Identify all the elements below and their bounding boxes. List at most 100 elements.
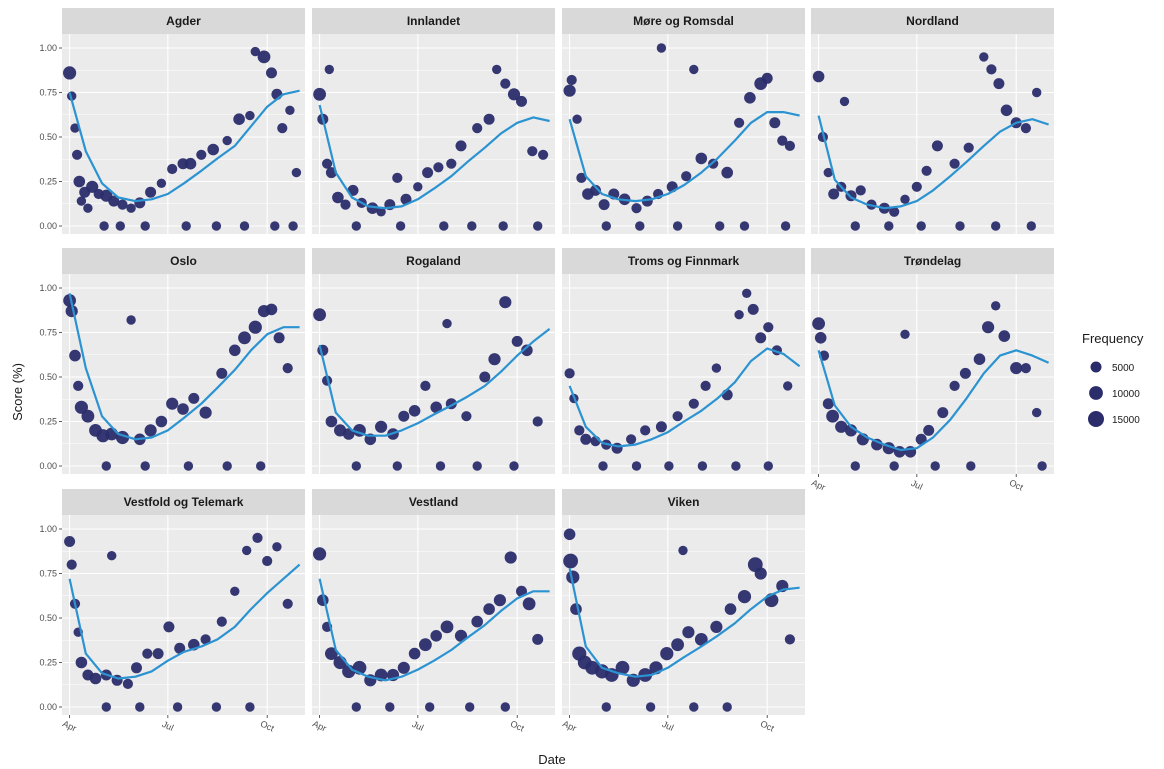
data-point	[655, 421, 667, 433]
data-point	[504, 551, 517, 564]
data-point	[966, 461, 976, 471]
data-point	[442, 318, 452, 329]
data-point	[126, 203, 136, 213]
panel-background	[562, 274, 805, 474]
data-point	[340, 199, 351, 210]
x-tick-label: Jul	[910, 478, 925, 492]
facet-strip	[562, 248, 805, 274]
data-point	[755, 332, 767, 344]
data-point	[107, 551, 117, 561]
data-point	[69, 349, 81, 362]
data-point	[695, 152, 708, 165]
data-point	[216, 367, 228, 379]
y-tick-label: 1.00	[39, 524, 57, 534]
data-point	[563, 553, 578, 569]
data-point	[252, 532, 263, 544]
facet-strip	[312, 489, 555, 515]
data-point	[483, 113, 495, 125]
facet-strip	[562, 8, 805, 34]
data-point	[601, 702, 611, 712]
data-point	[672, 411, 683, 422]
data-point	[325, 647, 338, 660]
facet-strip	[62, 248, 305, 274]
data-point	[982, 321, 995, 334]
facet-title: Agder	[166, 14, 201, 28]
data-point	[598, 199, 610, 211]
data-point	[570, 603, 582, 615]
y-tick-label: 1.00	[39, 43, 57, 53]
facet-strip	[312, 8, 555, 34]
data-point	[430, 401, 443, 414]
data-point	[739, 221, 750, 231]
data-point	[248, 320, 262, 334]
data-point	[74, 400, 88, 414]
facet-title: Vestfold og Telemark	[124, 495, 244, 509]
data-point	[916, 221, 926, 231]
facet-title: Troms og Finnmark	[628, 254, 740, 268]
data-point	[375, 420, 388, 433]
smooth-line	[318, 328, 551, 437]
data-point	[688, 398, 699, 409]
data-point	[697, 461, 708, 471]
data-point	[631, 461, 642, 471]
data-point	[245, 110, 255, 121]
data-point	[923, 424, 935, 436]
data-point	[454, 629, 468, 642]
data-point	[488, 353, 501, 366]
data-point	[313, 87, 326, 101]
panel-background	[312, 274, 555, 474]
data-point	[101, 702, 112, 712]
data-point	[823, 167, 833, 178]
data-point	[64, 536, 76, 547]
data-point	[731, 461, 741, 471]
data-point	[288, 221, 298, 231]
data-point	[420, 380, 431, 391]
data-point	[86, 180, 99, 193]
facet-title: Trøndelag	[904, 254, 961, 268]
data-point	[392, 172, 403, 183]
x-tick-label: Apr	[61, 719, 78, 734]
facet-strip	[811, 248, 1054, 274]
data-point	[99, 221, 109, 231]
data-point	[131, 662, 142, 674]
y-tick-label: 0.25	[39, 658, 57, 668]
data-point	[465, 702, 475, 712]
data-point	[245, 702, 255, 712]
y-tick-label: 0.00	[39, 702, 57, 712]
data-point	[700, 380, 711, 391]
data-point	[635, 221, 645, 231]
data-point	[126, 315, 136, 325]
data-point	[351, 461, 361, 471]
data-point	[435, 461, 446, 471]
data-point	[440, 620, 454, 634]
data-point	[734, 310, 744, 320]
data-point	[324, 64, 334, 75]
data-point	[222, 461, 232, 471]
data-point	[532, 633, 544, 645]
data-point	[839, 96, 850, 107]
data-point	[682, 626, 695, 639]
data-point	[493, 594, 506, 607]
data-point	[522, 597, 536, 611]
data-point	[72, 149, 83, 160]
data-point	[754, 567, 767, 580]
y-tick-label: 0.75	[39, 328, 57, 338]
data-point	[425, 702, 435, 712]
data-point	[979, 52, 989, 62]
data-point	[993, 78, 1005, 90]
data-point	[737, 590, 752, 604]
x-tick-label: Jul	[411, 719, 426, 733]
smooth-line	[568, 347, 801, 448]
smooth-line	[68, 293, 300, 441]
data-point	[814, 332, 827, 344]
data-point	[291, 167, 302, 178]
data-point	[413, 182, 423, 192]
data-point	[763, 461, 773, 471]
data-point	[134, 197, 146, 209]
data-point	[889, 461, 899, 471]
facet-strip	[62, 8, 305, 34]
data-point	[615, 660, 630, 675]
smooth-line	[568, 567, 800, 678]
data-point	[828, 188, 840, 200]
